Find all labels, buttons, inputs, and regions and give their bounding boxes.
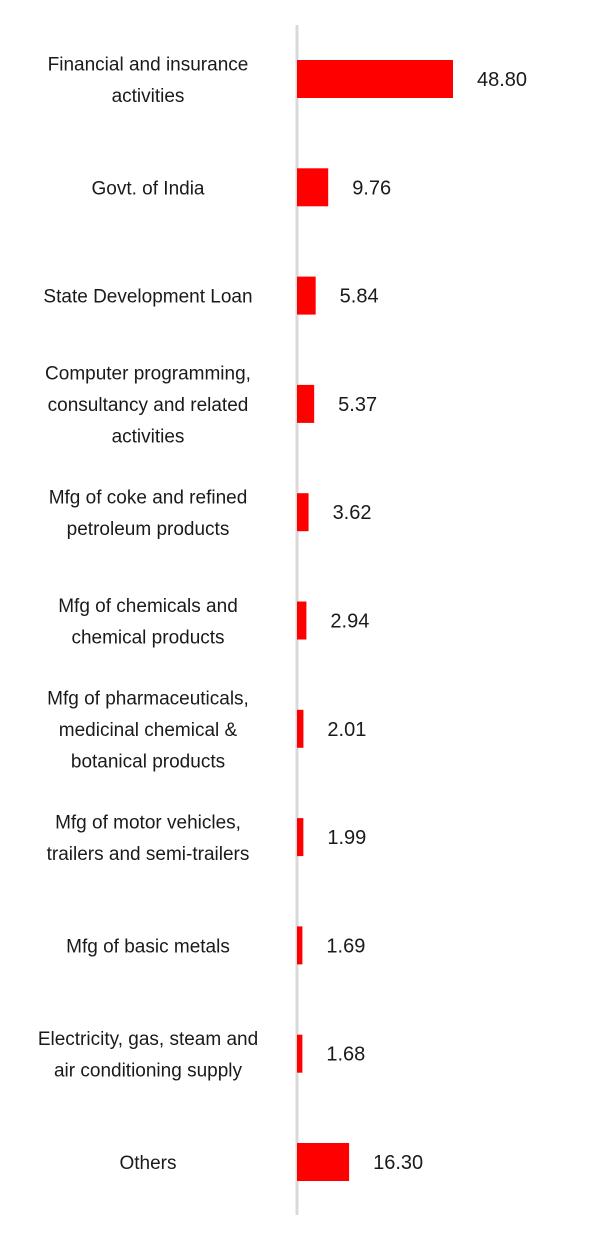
bar: [297, 168, 329, 207]
category-label: botanical products: [71, 751, 225, 772]
bar: [297, 60, 453, 98]
bar: [297, 926, 303, 965]
category-label: State Development Loan: [43, 287, 252, 308]
value-label: 1.99: [327, 827, 366, 849]
category-label: trailers and semi-trailers: [47, 844, 250, 865]
category-label: Computer programming,: [45, 363, 251, 384]
bar: [297, 818, 304, 857]
category-label: chemical products: [71, 627, 224, 648]
value-label: 48.80: [477, 69, 527, 91]
bar: [297, 493, 309, 532]
category-label: consultancy and related: [48, 395, 249, 416]
category-labels-group: Financial and insurance activities Govt. o…: [38, 54, 258, 1174]
value-label: 9.76: [352, 177, 391, 199]
category-label: activities: [112, 426, 185, 447]
value-label: 2.01: [327, 719, 366, 741]
category-label: activities: [112, 86, 185, 107]
value-label: 1.68: [326, 1044, 365, 1066]
category-label: Mfg of basic metals: [66, 936, 230, 957]
bar: [297, 276, 316, 315]
category-label: Electricity, gas, steam and: [38, 1029, 258, 1050]
bars-group: [297, 60, 453, 1181]
category-label: petroleum products: [67, 519, 230, 540]
value-label: 3.62: [333, 502, 372, 524]
category-label: Mfg of coke and refined: [49, 487, 248, 508]
value-label: 16.30: [373, 1152, 423, 1174]
bar: [297, 384, 315, 423]
category-label: Financial and insurance: [48, 54, 249, 75]
category-label: medicinal chemical &: [59, 720, 238, 741]
bar: [297, 1143, 350, 1181]
category-label: Mfg of chemicals and: [58, 596, 238, 617]
category-label: Mfg of pharmaceuticals,: [47, 688, 249, 709]
category-label: air conditioning supply: [54, 1060, 243, 1081]
bar: [297, 601, 307, 640]
value-label: 1.69: [326, 935, 365, 957]
bar: [297, 709, 304, 748]
bar: [297, 1034, 303, 1073]
category-label: Mfg of motor vehicles,: [55, 812, 241, 833]
category-label: Others: [119, 1153, 176, 1174]
value-label: 5.84: [340, 286, 379, 308]
value-label: 5.37: [338, 394, 377, 416]
value-label: 2.94: [330, 611, 369, 633]
category-label: Govt. of India: [91, 178, 204, 199]
value-labels-group: 48.80 9.76 5.84 5.37 3.62 2.94 2.01 1.99 1.69 1.6…: [326, 69, 527, 1174]
